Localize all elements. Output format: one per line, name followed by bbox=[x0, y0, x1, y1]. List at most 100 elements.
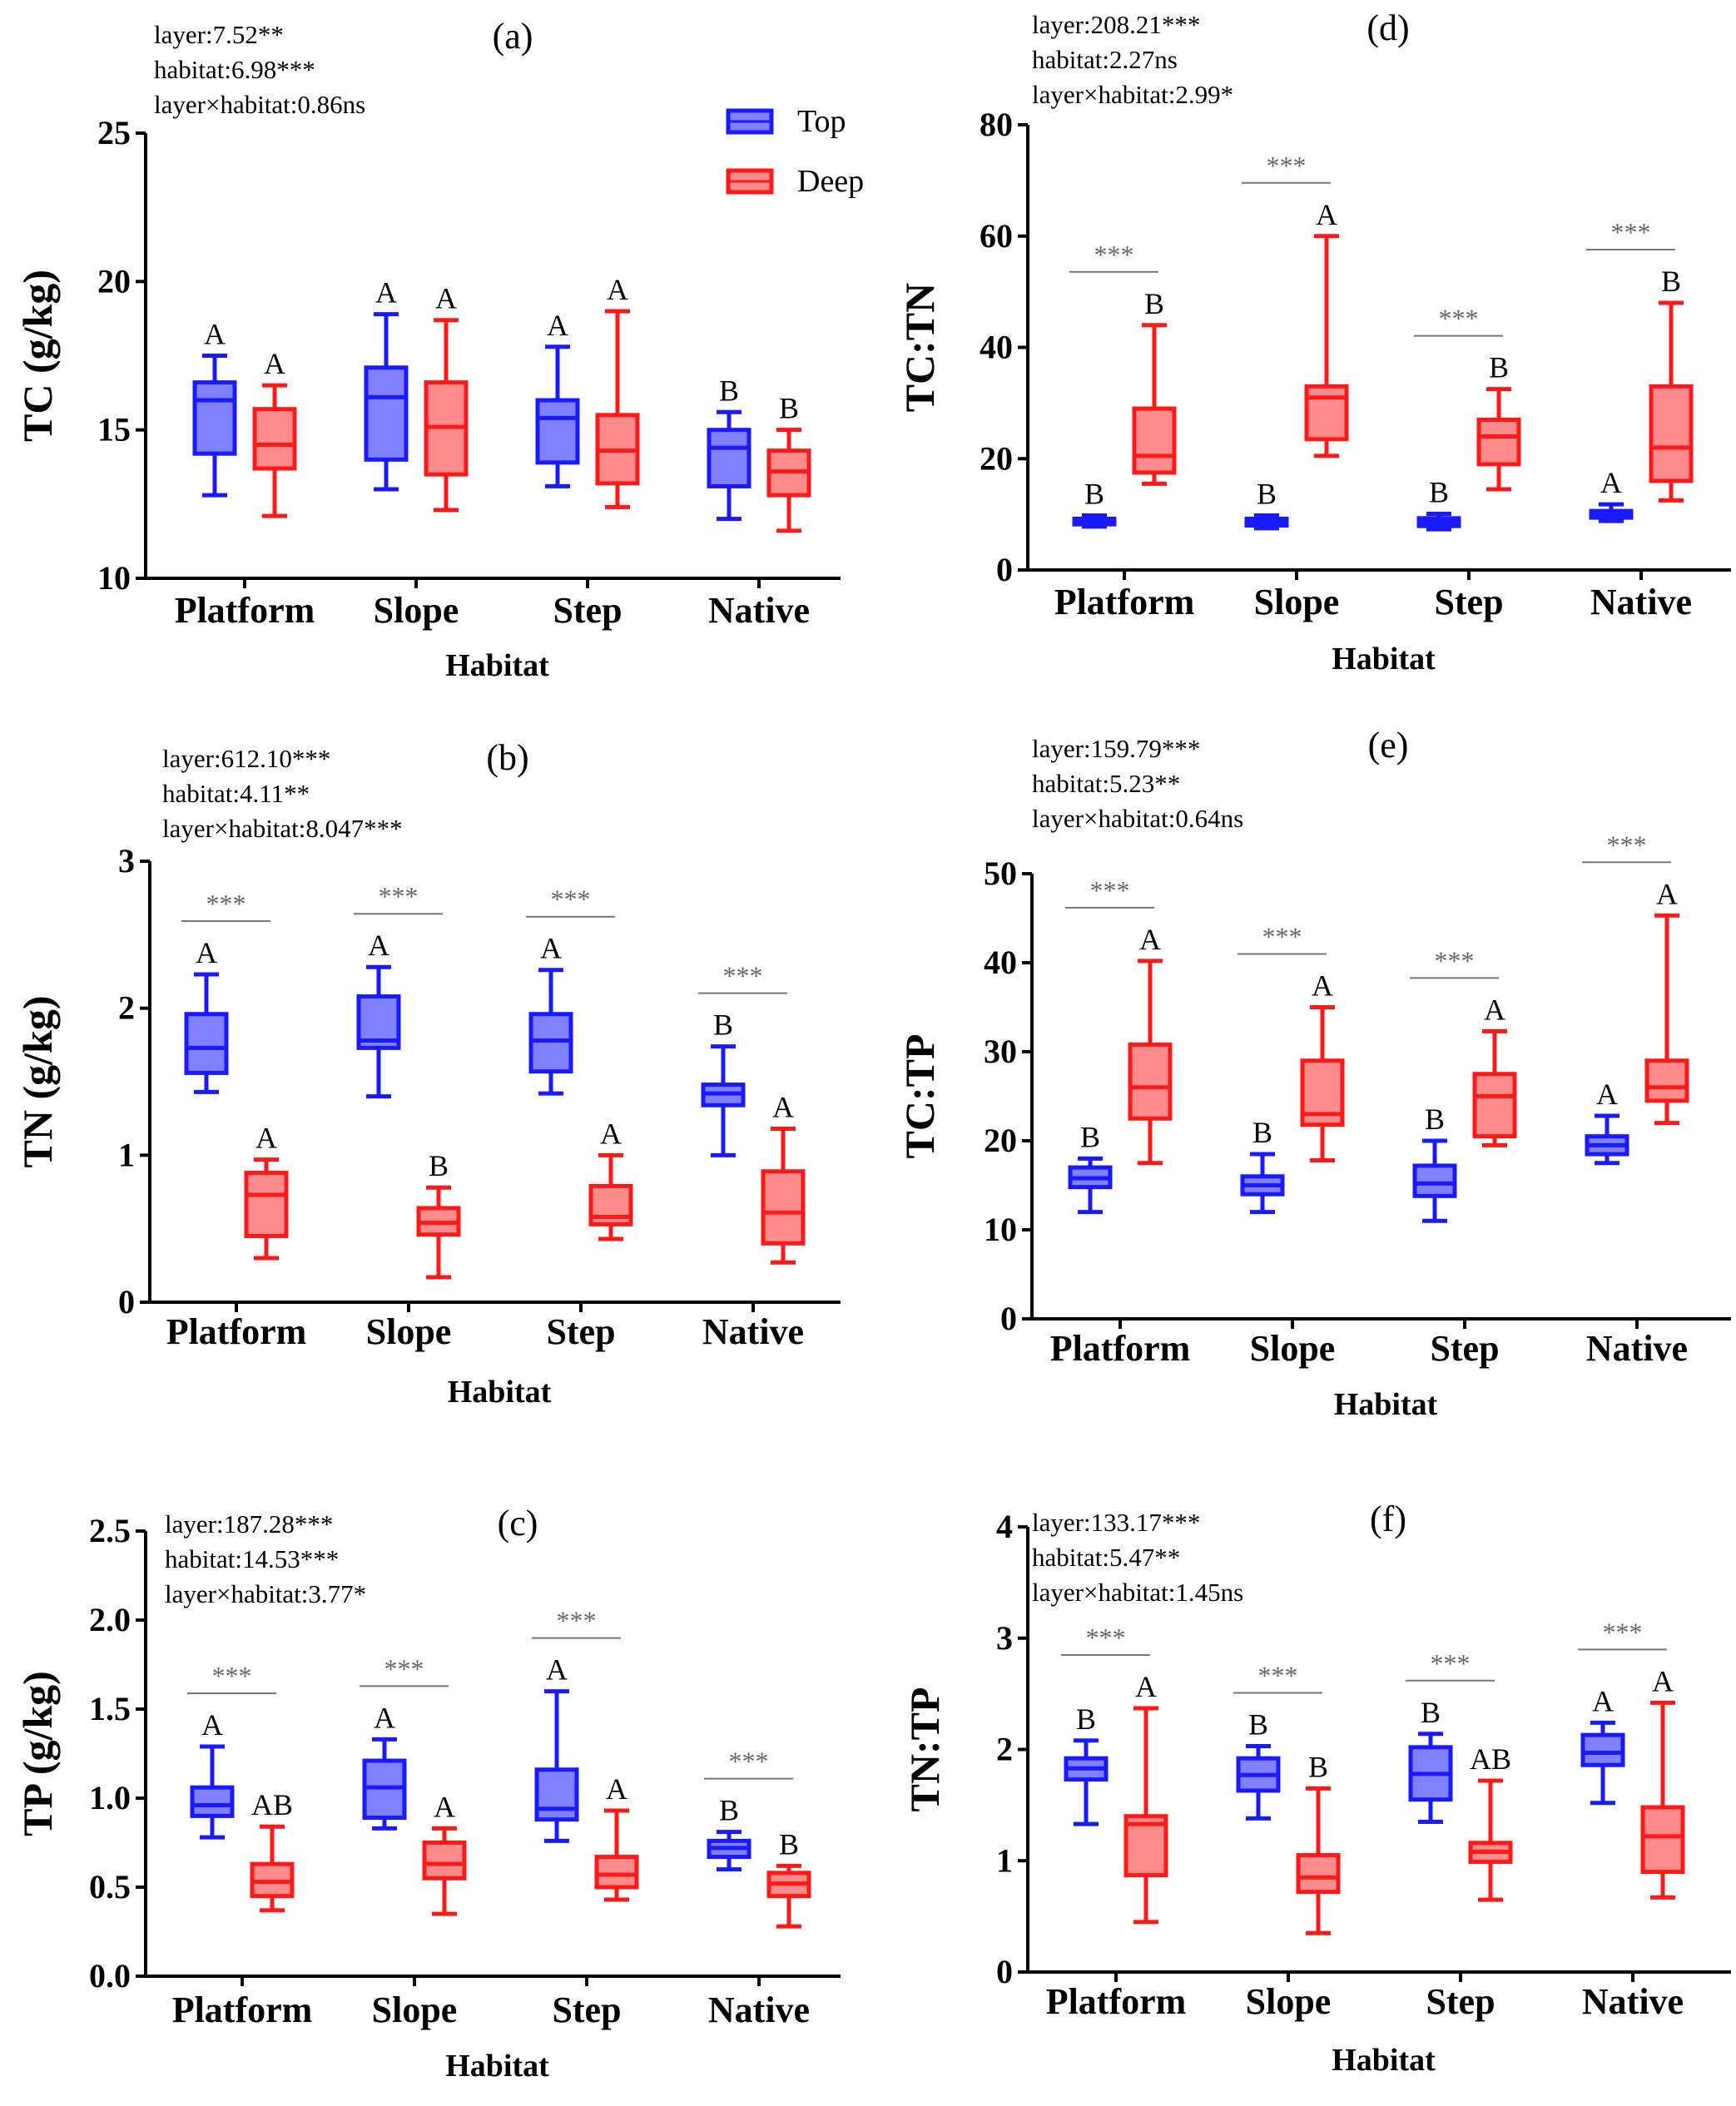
box-iqr bbox=[1304, 384, 1349, 442]
group-letter: B bbox=[1144, 287, 1164, 320]
group-letter: A bbox=[547, 309, 568, 342]
x-axis-title: Habitat bbox=[1334, 1387, 1438, 1422]
significance-label: *** bbox=[723, 961, 763, 991]
box-deep: A bbox=[422, 1790, 467, 1916]
category-label: Step bbox=[552, 1990, 621, 2030]
category-label: Step bbox=[1434, 582, 1503, 622]
x-axis-title: Habitat bbox=[445, 2049, 549, 2084]
y-tick-label: 0 bbox=[1000, 1300, 1017, 1337]
box-top: A bbox=[534, 1653, 579, 1843]
y-tick-label: 60 bbox=[980, 217, 1013, 255]
group-letter: A bbox=[375, 276, 397, 310]
box-deep: B bbox=[1132, 287, 1177, 486]
box-deep: A bbox=[595, 273, 640, 509]
category-label: Native bbox=[708, 590, 810, 631]
panel-c: 0.00.51.01.52.02.5PlatformAAB***SlopeAA*… bbox=[14, 1503, 841, 2084]
box-iqr bbox=[1476, 417, 1521, 467]
anova-stat: habitat:6.98*** bbox=[154, 55, 315, 84]
panel-label: (d) bbox=[1366, 7, 1409, 48]
anova-stat: layer×habitat:1.45ns bbox=[1032, 1578, 1243, 1607]
y-tick-label: 1.0 bbox=[89, 1779, 131, 1816]
box-iqr bbox=[422, 1841, 467, 1881]
box-deep: B bbox=[416, 1149, 461, 1280]
group-letter: B bbox=[1252, 1116, 1272, 1149]
box-deep: A bbox=[1644, 877, 1689, 1126]
box-deep: A bbox=[1128, 923, 1173, 1166]
group-letter: B bbox=[719, 1794, 739, 1827]
significance-label: *** bbox=[557, 1606, 597, 1636]
x-axis-title: Habitat bbox=[448, 1375, 552, 1410]
y-tick-label: 1 bbox=[118, 1136, 135, 1173]
group-letter: B bbox=[1421, 1696, 1441, 1729]
group-letter: A bbox=[606, 1772, 627, 1806]
category-label: Platform bbox=[1046, 1981, 1187, 2022]
category-label: Slope bbox=[366, 1311, 452, 1352]
group-letter: B bbox=[1248, 1707, 1268, 1741]
significance-label: *** bbox=[1439, 304, 1479, 334]
box-top: B bbox=[1408, 1696, 1453, 1824]
group-letter: A bbox=[1600, 466, 1622, 499]
box-iqr bbox=[1580, 1732, 1625, 1767]
y-tick-label: 80 bbox=[980, 106, 1013, 143]
category-label: Platform bbox=[172, 1990, 313, 2030]
x-axis-title: Habitat bbox=[445, 648, 549, 683]
y-tick-label: 20 bbox=[980, 439, 1013, 477]
box-iqr bbox=[707, 428, 751, 488]
panel-label: (b) bbox=[486, 737, 528, 778]
panel-label: (e) bbox=[1368, 725, 1409, 766]
group-letter: B bbox=[429, 1149, 449, 1182]
group-letter: A bbox=[435, 282, 457, 315]
box-top: A bbox=[192, 318, 237, 498]
category-label: Step bbox=[546, 1311, 615, 1352]
significance-label: *** bbox=[206, 889, 246, 919]
significance-label: *** bbox=[1611, 217, 1651, 247]
y-tick-label: 0.5 bbox=[89, 1868, 131, 1905]
y-axis-title: TN:TP bbox=[901, 1687, 948, 1812]
anova-stat: layer×habitat:8.047*** bbox=[162, 814, 403, 843]
significance-label: *** bbox=[1094, 240, 1134, 270]
box-deep: B bbox=[1476, 351, 1521, 492]
group-letter: B bbox=[1661, 265, 1681, 298]
box-deep: A bbox=[588, 1117, 633, 1241]
y-tick-label: 30 bbox=[984, 1033, 1017, 1070]
y-axis-title: TC:TN bbox=[896, 283, 943, 413]
category-label: Native bbox=[1586, 1328, 1688, 1369]
box-top: B bbox=[1068, 1120, 1113, 1215]
y-axis-title: TC (g/kg) bbox=[14, 270, 61, 442]
group-letter: A bbox=[540, 932, 562, 965]
box-top: A bbox=[184, 936, 229, 1094]
group-letter: B bbox=[1080, 1120, 1100, 1153]
group-letter: A bbox=[374, 1701, 395, 1734]
box-deep: A bbox=[761, 1091, 806, 1265]
box-top: A bbox=[362, 1701, 407, 1831]
box-iqr bbox=[190, 1785, 235, 1818]
y-tick-label: 10 bbox=[97, 559, 131, 597]
legend-label-top: Top bbox=[797, 104, 846, 139]
box-top: B bbox=[701, 1008, 746, 1157]
box-deep: AB bbox=[250, 1788, 295, 1913]
category-label: Platform bbox=[1050, 1328, 1191, 1369]
box-iqr bbox=[184, 1012, 229, 1075]
box-deep: B bbox=[766, 1827, 811, 1929]
y-tick-label: 2 bbox=[996, 1731, 1013, 1768]
group-letter: A bbox=[1312, 969, 1333, 1003]
box-deep: B bbox=[766, 392, 811, 533]
box-iqr bbox=[1640, 1805, 1685, 1875]
box-top: A bbox=[1589, 466, 1634, 523]
anova-stat: layer×habitat:0.86ns bbox=[154, 90, 365, 119]
group-letter: A bbox=[368, 929, 389, 962]
anova-stat: layer×habitat:3.77* bbox=[165, 1579, 366, 1608]
box-top: A bbox=[1580, 1684, 1625, 1806]
group-letter: A bbox=[264, 347, 285, 380]
box-iqr bbox=[594, 1855, 639, 1890]
box-iqr bbox=[192, 380, 237, 456]
y-tick-label: 3 bbox=[996, 1619, 1013, 1657]
category-label: Platform bbox=[1054, 582, 1195, 622]
category-label: Platform bbox=[166, 1311, 307, 1352]
box-iqr bbox=[535, 398, 580, 465]
anova-stat: layer×habitat:2.99* bbox=[1032, 80, 1233, 109]
y-tick-label: 3 bbox=[118, 842, 135, 880]
x-axis-title: Habitat bbox=[1332, 2043, 1436, 2078]
significance-label: *** bbox=[212, 1661, 252, 1691]
panel-e: 0 10 20 30 40 50 Platform B A *** Slope B A *** Step B A… bbox=[896, 725, 1731, 1422]
